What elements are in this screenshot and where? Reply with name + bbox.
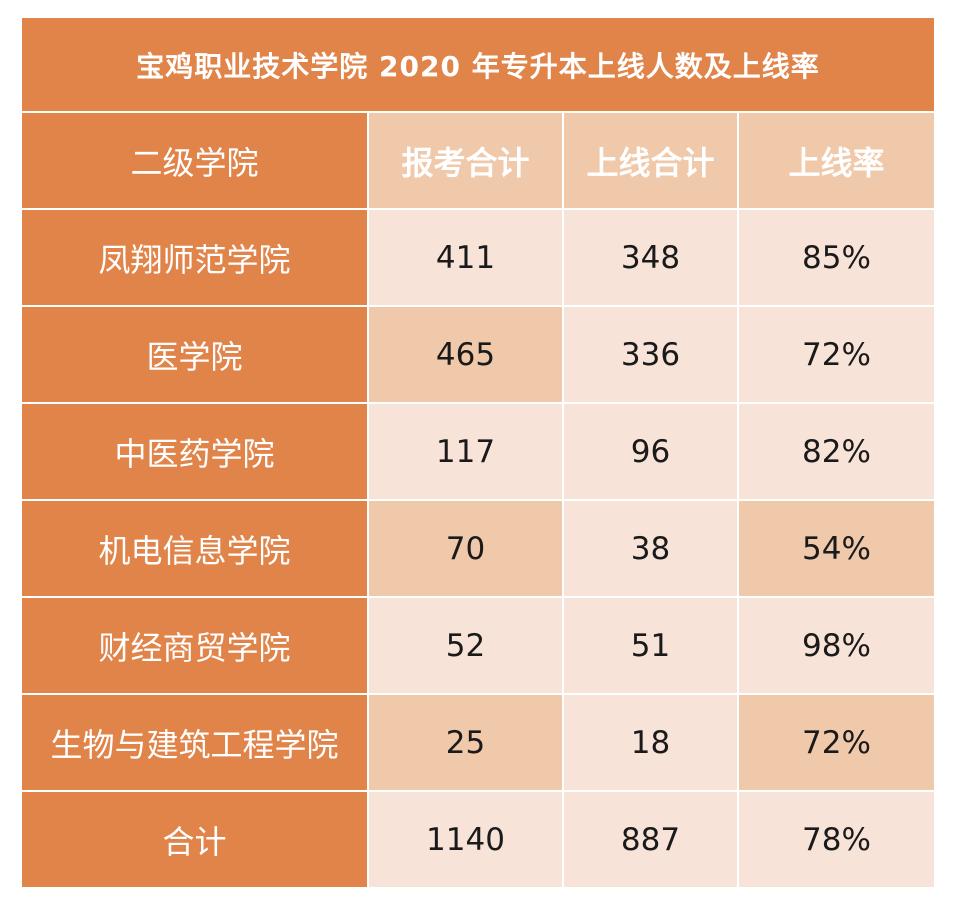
college-name: 凤翔师范学院 [22, 209, 369, 307]
college-name: 中医药学院 [22, 403, 369, 501]
admitted-cell: 96 [563, 403, 739, 501]
header-applicants: 报考合计 [368, 113, 564, 210]
table-row: 生物与建筑工程学院 25 18 72% [22, 694, 934, 792]
table-row: 财经商贸学院 52 51 98% [22, 597, 934, 695]
total-admitted: 887 [563, 791, 739, 887]
rate-cell: 72% [738, 306, 934, 404]
header-rate: 上线率 [738, 113, 934, 210]
admitted-cell: 51 [563, 597, 739, 695]
table-title: 宝鸡职业技术学院 2020 年专升本上线人数及上线率 [22, 18, 934, 113]
table-row: 中医药学院 117 96 82% [22, 403, 934, 501]
header-row: 二级学院 报考合计 上线合计 上线率 [22, 113, 934, 210]
rate-cell: 85% [738, 209, 934, 307]
total-row: 合计 1140 887 78% [22, 791, 934, 887]
applicants-cell: 70 [368, 500, 564, 598]
table-row: 医学院 465 336 72% [22, 306, 934, 404]
rate-cell: 72% [738, 694, 934, 792]
admitted-cell: 38 [563, 500, 739, 598]
rate-cell: 54% [738, 500, 934, 598]
table-row: 凤翔师范学院 411 348 85% [22, 209, 934, 307]
header-admitted: 上线合计 [563, 113, 739, 210]
rate-cell: 82% [738, 403, 934, 501]
applicants-cell: 117 [368, 403, 564, 501]
applicants-cell: 465 [368, 306, 564, 404]
results-table-container: 宝鸡职业技术学院 2020 年专升本上线人数及上线率 二级学院 报考合计 上线合… [22, 18, 934, 887]
header-college: 二级学院 [22, 113, 369, 210]
applicants-cell: 411 [368, 209, 564, 307]
college-name: 医学院 [22, 306, 369, 404]
college-name: 生物与建筑工程学院 [22, 694, 369, 792]
table-row: 机电信息学院 70 38 54% [22, 500, 934, 598]
total-applicants: 1140 [368, 791, 564, 887]
total-rate: 78% [738, 791, 934, 887]
applicants-cell: 25 [368, 694, 564, 792]
results-table: 二级学院 报考合计 上线合计 上线率 凤翔师范学院 411 348 85% 医学… [22, 113, 934, 887]
college-name: 机电信息学院 [22, 500, 369, 598]
admitted-cell: 18 [563, 694, 739, 792]
college-name: 财经商贸学院 [22, 597, 369, 695]
admitted-cell: 348 [563, 209, 739, 307]
admitted-cell: 336 [563, 306, 739, 404]
applicants-cell: 52 [368, 597, 564, 695]
total-label: 合计 [22, 791, 369, 887]
rate-cell: 98% [738, 597, 934, 695]
